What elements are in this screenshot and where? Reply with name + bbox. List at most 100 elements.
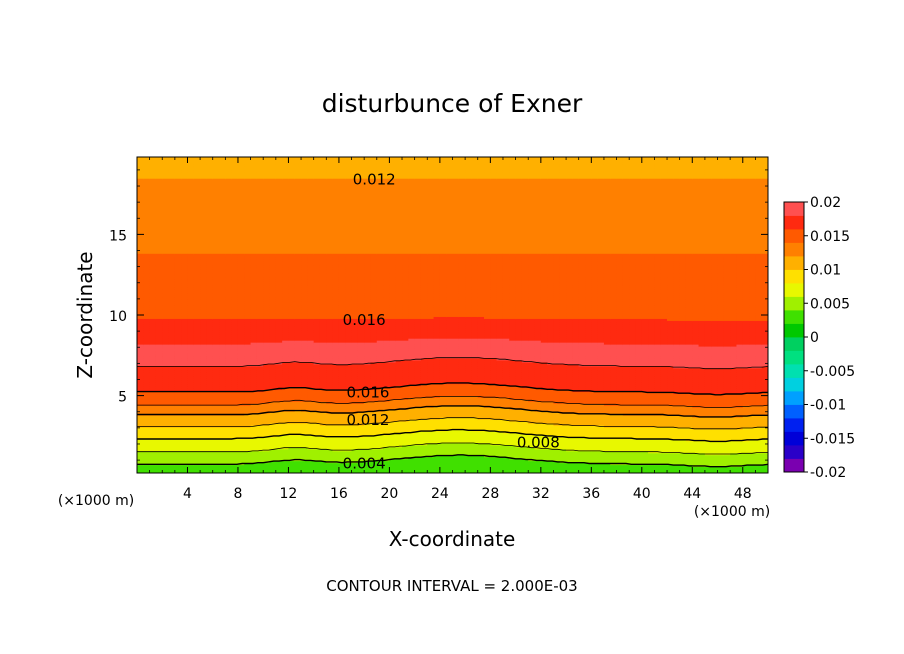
field-cell bbox=[212, 194, 220, 198]
field-cell bbox=[200, 271, 208, 275]
field-cell bbox=[250, 384, 258, 387]
field-cell bbox=[212, 210, 220, 213]
field-cell bbox=[193, 281, 201, 285]
field-cell bbox=[193, 182, 201, 186]
field-cell bbox=[193, 206, 201, 209]
field-cell bbox=[187, 315, 195, 318]
field-cell bbox=[174, 425, 182, 429]
field-cell bbox=[212, 285, 220, 288]
field-cell bbox=[219, 232, 226, 235]
field-cell bbox=[155, 423, 163, 427]
field-cell bbox=[187, 338, 195, 342]
field-cell bbox=[187, 293, 195, 296]
field-cell bbox=[206, 160, 214, 164]
field-cell bbox=[149, 399, 157, 403]
field-cell bbox=[143, 291, 151, 294]
field-cell bbox=[237, 328, 245, 332]
field-cell bbox=[174, 234, 182, 237]
field-cell bbox=[231, 305, 239, 308]
field-cell bbox=[219, 423, 226, 427]
field-cell bbox=[187, 328, 195, 332]
field-cell bbox=[256, 397, 264, 401]
field-cell bbox=[256, 320, 264, 324]
field-cell bbox=[181, 168, 189, 172]
field-cell bbox=[162, 172, 170, 176]
field-cell bbox=[143, 392, 151, 395]
field-cell bbox=[149, 210, 157, 213]
field-cell bbox=[168, 301, 176, 304]
field-cell bbox=[168, 273, 176, 277]
field-cell bbox=[162, 194, 170, 198]
field-cell bbox=[206, 465, 214, 468]
field-cell bbox=[237, 368, 245, 371]
field-cell bbox=[200, 168, 208, 172]
field-cell bbox=[206, 455, 214, 458]
field-cell bbox=[168, 226, 176, 229]
field-cell bbox=[143, 277, 151, 281]
field-cell bbox=[168, 184, 176, 188]
field-cell bbox=[244, 425, 252, 429]
field-cell bbox=[168, 340, 176, 344]
field-cell bbox=[231, 226, 239, 229]
field-cell bbox=[149, 315, 157, 318]
field-cell bbox=[206, 162, 214, 166]
field-cell bbox=[250, 461, 258, 464]
field-cell bbox=[193, 196, 201, 200]
field-cell bbox=[256, 340, 264, 344]
field-cell bbox=[168, 386, 176, 389]
field-cell bbox=[219, 441, 226, 444]
field-cell bbox=[174, 293, 182, 296]
field-cell bbox=[155, 176, 163, 180]
field-cell bbox=[225, 275, 233, 279]
field-cell bbox=[137, 405, 144, 409]
field-cell bbox=[206, 431, 214, 435]
field-cell bbox=[162, 419, 170, 423]
field-cell bbox=[250, 457, 258, 460]
field-cell bbox=[256, 384, 264, 387]
field-cell bbox=[225, 236, 233, 239]
field-cell bbox=[193, 257, 201, 261]
field-cell bbox=[200, 364, 208, 367]
field-cell bbox=[250, 445, 258, 448]
field-cell bbox=[168, 255, 176, 259]
field-cell bbox=[206, 378, 214, 381]
field-cell bbox=[219, 315, 226, 318]
field-cell bbox=[250, 421, 258, 425]
field-cell bbox=[219, 275, 226, 279]
field-cell bbox=[143, 265, 151, 269]
field-cell bbox=[137, 172, 144, 176]
field-cell bbox=[219, 386, 226, 389]
field-cell bbox=[250, 346, 258, 350]
field-cell bbox=[187, 204, 195, 207]
field-cell bbox=[149, 378, 157, 381]
field-cell bbox=[219, 180, 226, 184]
field-cell bbox=[193, 429, 201, 433]
field-cell bbox=[200, 316, 208, 320]
field-cell bbox=[149, 220, 157, 223]
field-cell bbox=[231, 358, 239, 362]
field-cell bbox=[225, 368, 233, 371]
field-cell bbox=[200, 451, 208, 454]
field-cell bbox=[200, 301, 208, 304]
field-cell bbox=[256, 188, 264, 192]
field-cell bbox=[155, 269, 163, 273]
field-cell bbox=[256, 166, 264, 170]
field-cell bbox=[212, 447, 220, 450]
field-cell bbox=[212, 299, 220, 302]
field-cell bbox=[162, 397, 170, 401]
field-cell bbox=[168, 443, 176, 446]
field-cell bbox=[193, 366, 201, 369]
field-cell bbox=[181, 271, 189, 275]
field-cell bbox=[200, 180, 208, 184]
field-cell bbox=[219, 419, 226, 423]
field-cell bbox=[162, 439, 170, 443]
field-cell bbox=[181, 273, 189, 277]
field-cell bbox=[155, 228, 163, 231]
field-cell bbox=[143, 399, 151, 403]
field-cell bbox=[250, 455, 258, 458]
field-cell bbox=[225, 322, 233, 326]
field-cell bbox=[244, 259, 252, 263]
field-cell bbox=[231, 200, 239, 204]
field-cell bbox=[225, 407, 233, 411]
field-cell bbox=[244, 198, 252, 202]
